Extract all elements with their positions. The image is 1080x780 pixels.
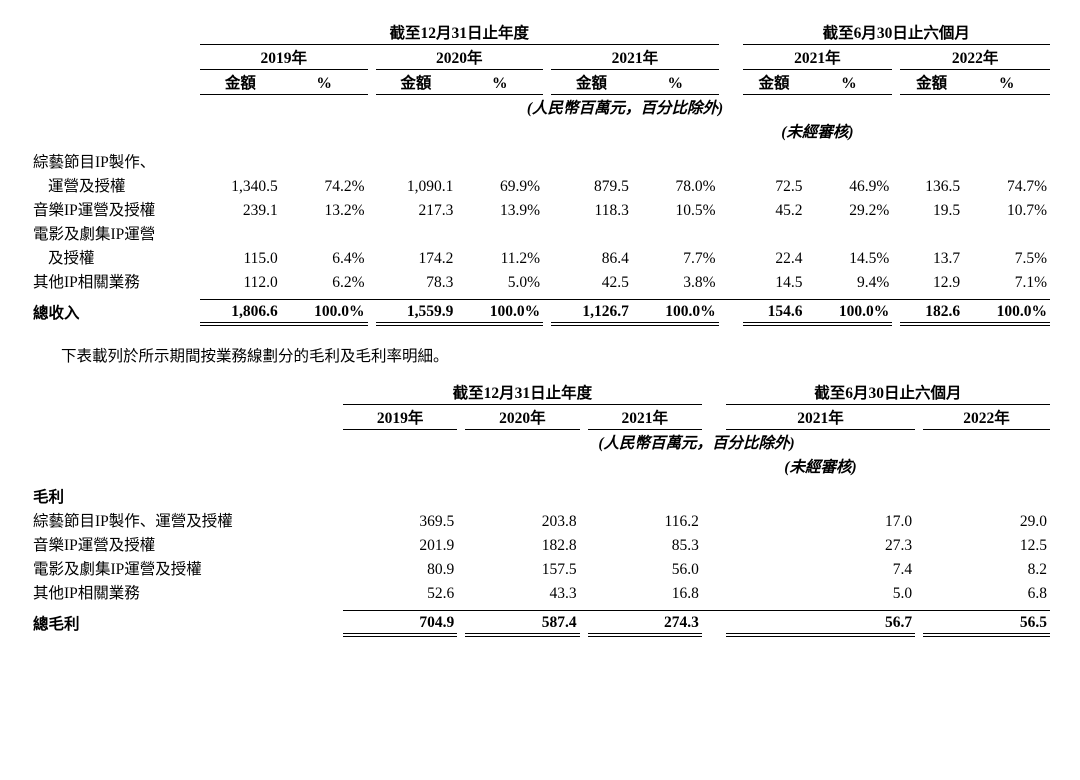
table-row: 其他IP相關業務52.643.316.85.06.8 bbox=[30, 580, 1050, 604]
t2-h2021: 2021年 bbox=[726, 405, 915, 430]
col-h2021: 2021年 bbox=[743, 45, 893, 70]
t2-period-half: 截至6月30日止六個月 bbox=[726, 380, 1050, 405]
table-row: 音樂IP運營及授權239.113.2%217.313.9%118.310.5%4… bbox=[30, 197, 1050, 221]
table-row: 其他IP相關業務112.06.2%78.35.0%42.53.8%14.59.4… bbox=[30, 269, 1050, 293]
amount-header: 金額 bbox=[200, 70, 281, 95]
intertext: 下表載列於所示期間按業務線劃分的毛利及毛利率明細。 bbox=[30, 344, 1050, 366]
t2-h2022: 2022年 bbox=[923, 405, 1050, 430]
t2-2020: 2020年 bbox=[465, 405, 579, 430]
col-2020: 2020年 bbox=[376, 45, 544, 70]
row-label: 綜藝節目IP製作、 bbox=[30, 149, 200, 173]
table-row: 運營及授權1,340.574.2%1,090.169.9%879.578.0%7… bbox=[30, 173, 1050, 197]
unaudited-note: (未經審核) bbox=[743, 119, 893, 143]
t2-unit-note: (人民幣百萬元，百分比除外) bbox=[343, 430, 1050, 455]
row-label: 音樂IP運營及授權 bbox=[30, 197, 200, 221]
col-2021: 2021年 bbox=[551, 45, 719, 70]
period-half-header: 截至6月30日止六個月 bbox=[743, 20, 1050, 45]
amount-header: 金額 bbox=[376, 70, 457, 95]
row-label: 運營及授權 bbox=[30, 173, 200, 197]
pct-header: % bbox=[963, 70, 1050, 95]
period-year-header: 截至12月31日止年度 bbox=[200, 20, 719, 45]
pct-header: % bbox=[805, 70, 892, 95]
row-label: 電影及劇集IP運營 bbox=[30, 221, 200, 245]
row-label: 綜藝節目IP製作、運營及授權 bbox=[30, 508, 343, 532]
amount-header: 金額 bbox=[743, 70, 806, 95]
pct-header: % bbox=[632, 70, 719, 95]
t2-period-year: 截至12月31日止年度 bbox=[343, 380, 702, 405]
row-label: 音樂IP運營及授權 bbox=[30, 532, 343, 556]
gross-profit-section: 毛利 bbox=[30, 484, 343, 508]
row-label: 電影及劇集IP運營及授權 bbox=[30, 556, 343, 580]
total-label: 總毛利 bbox=[30, 610, 343, 635]
row-label: 其他IP相關業務 bbox=[30, 580, 343, 604]
table-row: 電影及劇集IP運營及授權80.9157.556.07.48.2 bbox=[30, 556, 1050, 580]
col-2019: 2019年 bbox=[200, 45, 368, 70]
table-row: 及授權115.06.4%174.211.2%86.47.7%22.414.5%1… bbox=[30, 245, 1050, 269]
amount-header: 金額 bbox=[551, 70, 632, 95]
t2-unaudited: (未經審核) bbox=[726, 454, 915, 478]
t2-2019: 2019年 bbox=[343, 405, 457, 430]
row-label: 及授權 bbox=[30, 245, 200, 269]
pct-header: % bbox=[281, 70, 368, 95]
row-label: 其他IP相關業務 bbox=[30, 269, 200, 293]
gross-profit-table: 截至12月31日止年度 截至6月30日止六個月 2019年 2020年 2021… bbox=[30, 380, 1050, 637]
pct-header: % bbox=[456, 70, 543, 95]
revenue-table: 截至12月31日止年度 截至6月30日止六個月 2019年 2020年 2021… bbox=[30, 20, 1050, 326]
amount-header: 金額 bbox=[900, 70, 963, 95]
table-row: 音樂IP運營及授權201.9182.885.327.312.5 bbox=[30, 532, 1050, 556]
unit-note: (人民幣百萬元，百分比除外) bbox=[200, 95, 1050, 120]
col-h2022: 2022年 bbox=[900, 45, 1050, 70]
table-row: 綜藝節目IP製作、運營及授權369.5203.8116.217.029.0 bbox=[30, 508, 1050, 532]
t2-2021: 2021年 bbox=[588, 405, 702, 430]
total-label: 總收入 bbox=[30, 299, 200, 324]
